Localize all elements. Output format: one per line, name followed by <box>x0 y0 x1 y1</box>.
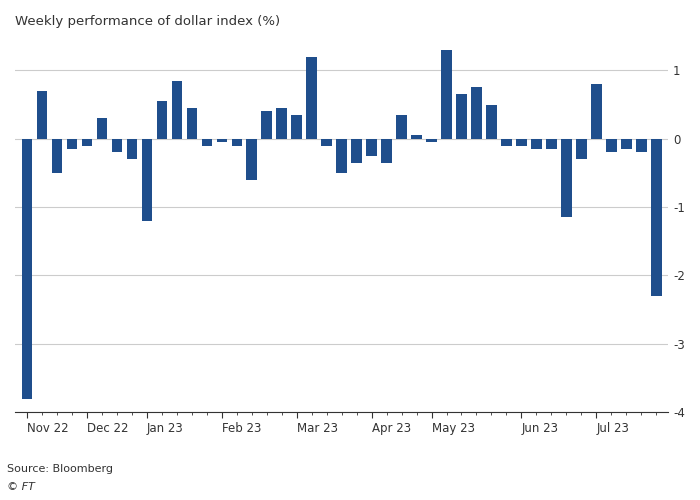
Bar <box>441 50 452 138</box>
Bar <box>382 138 392 162</box>
Bar <box>591 84 601 138</box>
Bar <box>262 112 272 138</box>
Bar <box>276 108 287 138</box>
Bar <box>501 138 512 145</box>
Text: Weekly performance of dollar index (%): Weekly performance of dollar index (%) <box>15 15 280 28</box>
Bar <box>157 101 167 138</box>
Bar <box>127 138 137 159</box>
Bar <box>202 138 212 145</box>
Bar <box>216 138 227 142</box>
Bar <box>172 80 182 138</box>
Bar <box>36 91 47 138</box>
Bar <box>636 138 647 152</box>
Bar <box>337 138 347 173</box>
Bar <box>351 138 362 162</box>
Bar <box>516 138 526 145</box>
Bar <box>471 88 482 138</box>
Bar <box>366 138 377 156</box>
Bar <box>141 138 152 221</box>
Bar <box>546 138 556 149</box>
Bar <box>396 115 407 138</box>
Bar <box>621 138 631 149</box>
Bar <box>187 108 197 138</box>
Bar <box>456 94 467 138</box>
Bar <box>97 118 107 139</box>
Bar <box>111 138 122 152</box>
Bar <box>291 115 302 138</box>
Bar <box>307 56 317 138</box>
Bar <box>22 138 32 398</box>
Bar <box>52 138 62 173</box>
Bar <box>321 138 332 145</box>
Text: Source: Bloomberg: Source: Bloomberg <box>7 464 113 474</box>
Bar <box>561 138 572 218</box>
Bar <box>412 136 422 138</box>
Bar <box>606 138 617 152</box>
Bar <box>232 138 242 145</box>
Bar <box>651 138 661 296</box>
Bar <box>576 138 587 159</box>
Bar <box>246 138 257 179</box>
Bar <box>426 138 437 142</box>
Bar <box>531 138 542 149</box>
Text: © FT: © FT <box>7 482 35 492</box>
Bar <box>82 138 92 145</box>
Bar <box>66 138 77 149</box>
Bar <box>486 104 497 138</box>
